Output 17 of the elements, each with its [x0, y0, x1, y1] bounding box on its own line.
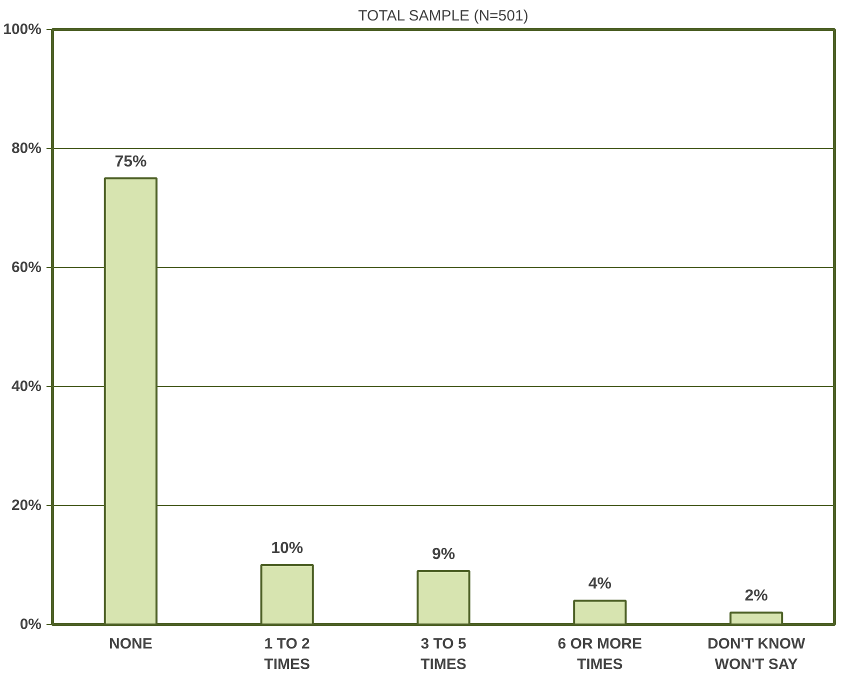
chart-title: TOTAL SAMPLE (N=501) [358, 8, 528, 24]
y-tick-label: 60% [11, 259, 42, 276]
x-tick-label: 3 TO 5 TIMES [420, 636, 466, 673]
x-tick-label: DON'T KNOW WON'T SAY [707, 636, 806, 673]
x-tick-label: 1 TO 2 TIMES [264, 636, 310, 673]
y-tick-label: 0% [20, 616, 42, 633]
x-tick-label: 6 OR MORE TIMES [558, 636, 642, 673]
data-label: 2% [744, 588, 768, 605]
data-label: 9% [432, 546, 456, 563]
data-label: 10% [271, 540, 304, 557]
y-tick-label: 80% [11, 140, 42, 157]
y-tick-label: 40% [11, 378, 42, 395]
y-tick-label: 100% [3, 21, 42, 38]
x-tick-label: NONE [109, 636, 152, 652]
y-tick-label: 20% [11, 497, 42, 514]
data-label: 4% [588, 576, 612, 593]
data-label: 75% [114, 153, 147, 170]
